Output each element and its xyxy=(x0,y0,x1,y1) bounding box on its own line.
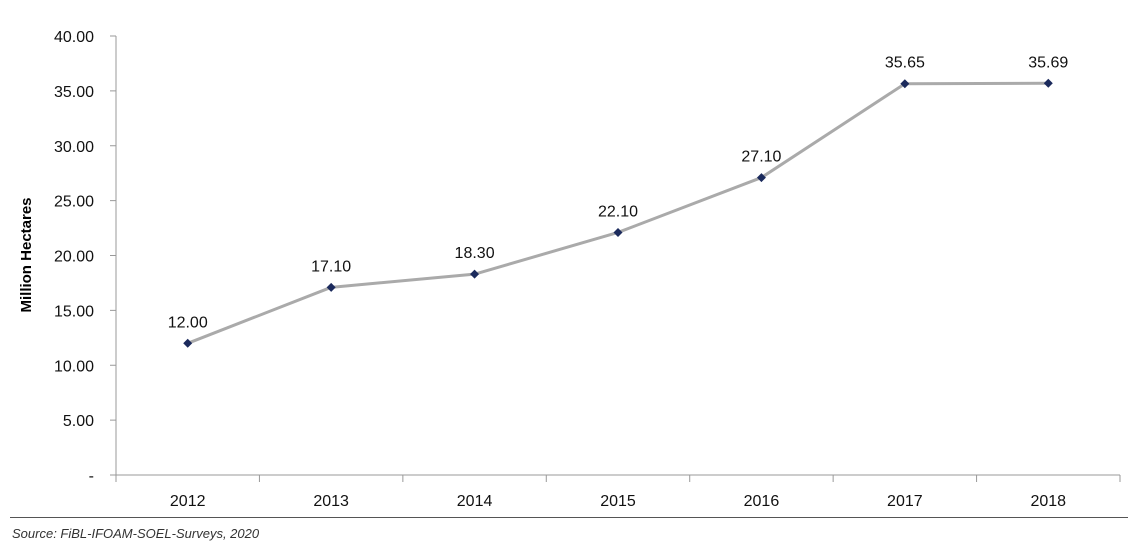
y-tick-label: 35.00 xyxy=(54,84,94,101)
x-tick-label: 2015 xyxy=(600,493,636,510)
y-tick-label: 40.00 xyxy=(54,29,94,46)
data-point-marker xyxy=(756,173,766,183)
source-note: Source: FiBL-IFOAM-SOEL-Surveys, 2020 xyxy=(12,526,260,541)
data-label: 35.65 xyxy=(885,55,925,72)
data-label: 18.30 xyxy=(455,245,495,262)
data-label: 22.10 xyxy=(598,203,638,220)
data-label: 17.10 xyxy=(311,258,351,275)
data-label: 27.10 xyxy=(741,149,781,166)
data-label: 35.69 xyxy=(1028,54,1068,71)
data-point-marker xyxy=(326,282,336,292)
y-tick-label: 30.00 xyxy=(54,139,94,156)
x-tick-label: 2018 xyxy=(1030,493,1066,510)
data-point-marker xyxy=(183,338,193,348)
x-tick-label: 2013 xyxy=(313,493,349,510)
y-tick-label: 10.00 xyxy=(54,358,94,375)
series-layer: 12.00 17.10 18.30 22.10 27.10 35.65 35.69 xyxy=(168,54,1068,348)
source-divider xyxy=(10,517,1128,518)
x-tick-label: 2016 xyxy=(744,493,780,510)
x-tick-label: 2017 xyxy=(887,493,923,510)
axes: - 5.00 10.00 15.00 20.00 25.00 30.00 35.00 40.00… xyxy=(54,29,1121,510)
y-axis-label: Million Hectares xyxy=(18,197,35,312)
y-tick-label: 20.00 xyxy=(54,249,94,266)
y-tick-label: 15.00 xyxy=(54,303,94,320)
data-point-marker xyxy=(900,79,910,89)
y-tick-label: - xyxy=(89,468,94,485)
y-tick-label: 5.00 xyxy=(63,413,94,430)
data-point-marker xyxy=(470,269,480,279)
data-point-marker xyxy=(1043,78,1053,88)
data-point-marker xyxy=(613,227,623,237)
x-tick-label: 2012 xyxy=(170,493,206,510)
x-tick-label: 2014 xyxy=(457,493,493,510)
data-label: 12.00 xyxy=(168,314,208,331)
y-tick-label: 25.00 xyxy=(54,194,94,211)
